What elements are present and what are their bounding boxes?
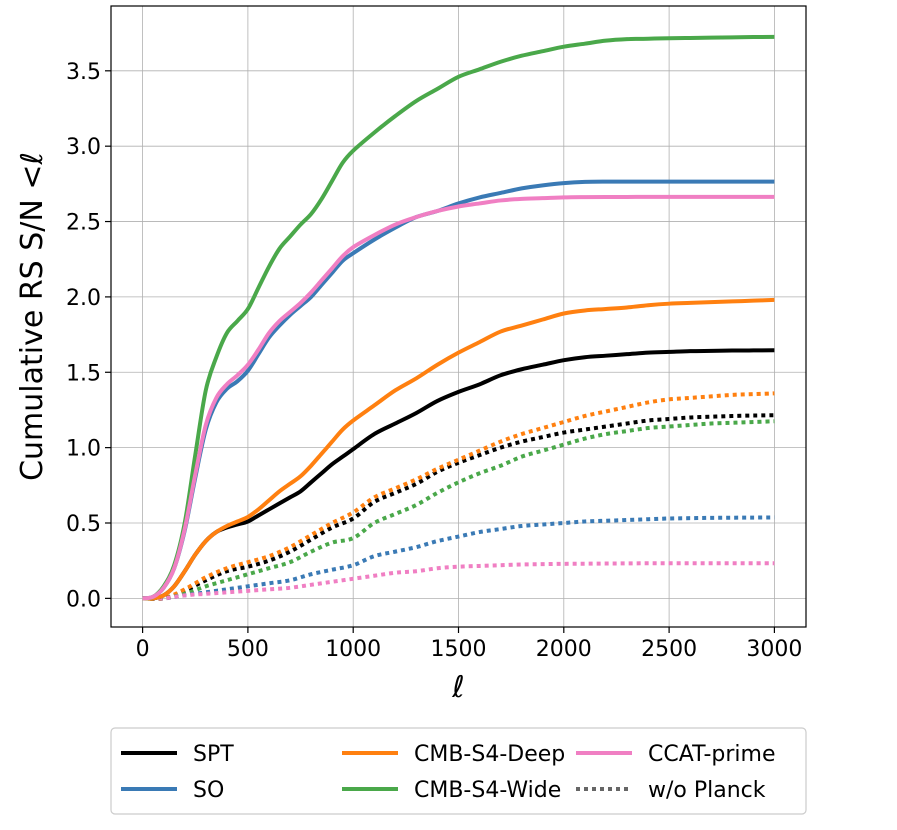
y-tick-label: 1.0: [66, 437, 101, 462]
y-tick-label: 3.5: [66, 60, 101, 85]
axis-ticks: 0 500 1000 1500 2000 2500 3000 0.0 0.5 1.0 1.5 2.0 2…: [66, 60, 802, 662]
series-line-ccat-prime-w-o-planck: [142, 561, 775, 601]
series-line-cmb-s4-deep-w-o-planck: [142, 391, 775, 602]
x-tick-label: 1500: [431, 637, 487, 662]
series-line-cmb-s4-wide: [142, 34, 775, 601]
series-line-ccat-prime: [142, 194, 775, 601]
x-tick-label: 2500: [641, 637, 697, 662]
x-tick-label: 3000: [746, 637, 802, 662]
legend-label: CCAT-prime: [648, 742, 776, 767]
legend: SPT SO CMB-S4-Deep CMB-S4-Wide CCAT-prime w/o…: [110, 727, 807, 815]
legend-label: CMB-S4-Deep: [414, 742, 565, 767]
legend-label: SPT: [193, 742, 234, 767]
y-tick-label: 3.0: [66, 135, 101, 160]
y-axis-label: Cumulative RS S/N <ℓ: [15, 152, 50, 481]
legend-label: SO: [193, 778, 224, 803]
series-line-spt-w-o-planck: [142, 413, 775, 601]
x-tick-label: 500: [227, 637, 269, 662]
series-line-cmb-s4-deep: [142, 297, 775, 601]
y-tick-label: 2.5: [66, 211, 101, 236]
legend-label: w/o Planck: [648, 778, 766, 803]
y-tick-label: 0.5: [66, 512, 101, 537]
y-tick-label: 2.0: [66, 286, 101, 311]
y-tick-label: 0.0: [66, 587, 101, 612]
x-axis-label: ℓ: [451, 670, 464, 705]
legend-label: CMB-S4-Wide: [414, 778, 561, 803]
x-tick-label: 1000: [325, 637, 381, 662]
series-line-so-w-o-planck: [142, 515, 775, 601]
plot-series: [142, 34, 775, 602]
x-tick-label: 0: [136, 637, 150, 662]
x-tick-label: 2000: [536, 637, 592, 662]
grid: [111, 6, 806, 627]
legend-box: [110, 727, 807, 815]
y-tick-label: 1.5: [66, 361, 101, 386]
